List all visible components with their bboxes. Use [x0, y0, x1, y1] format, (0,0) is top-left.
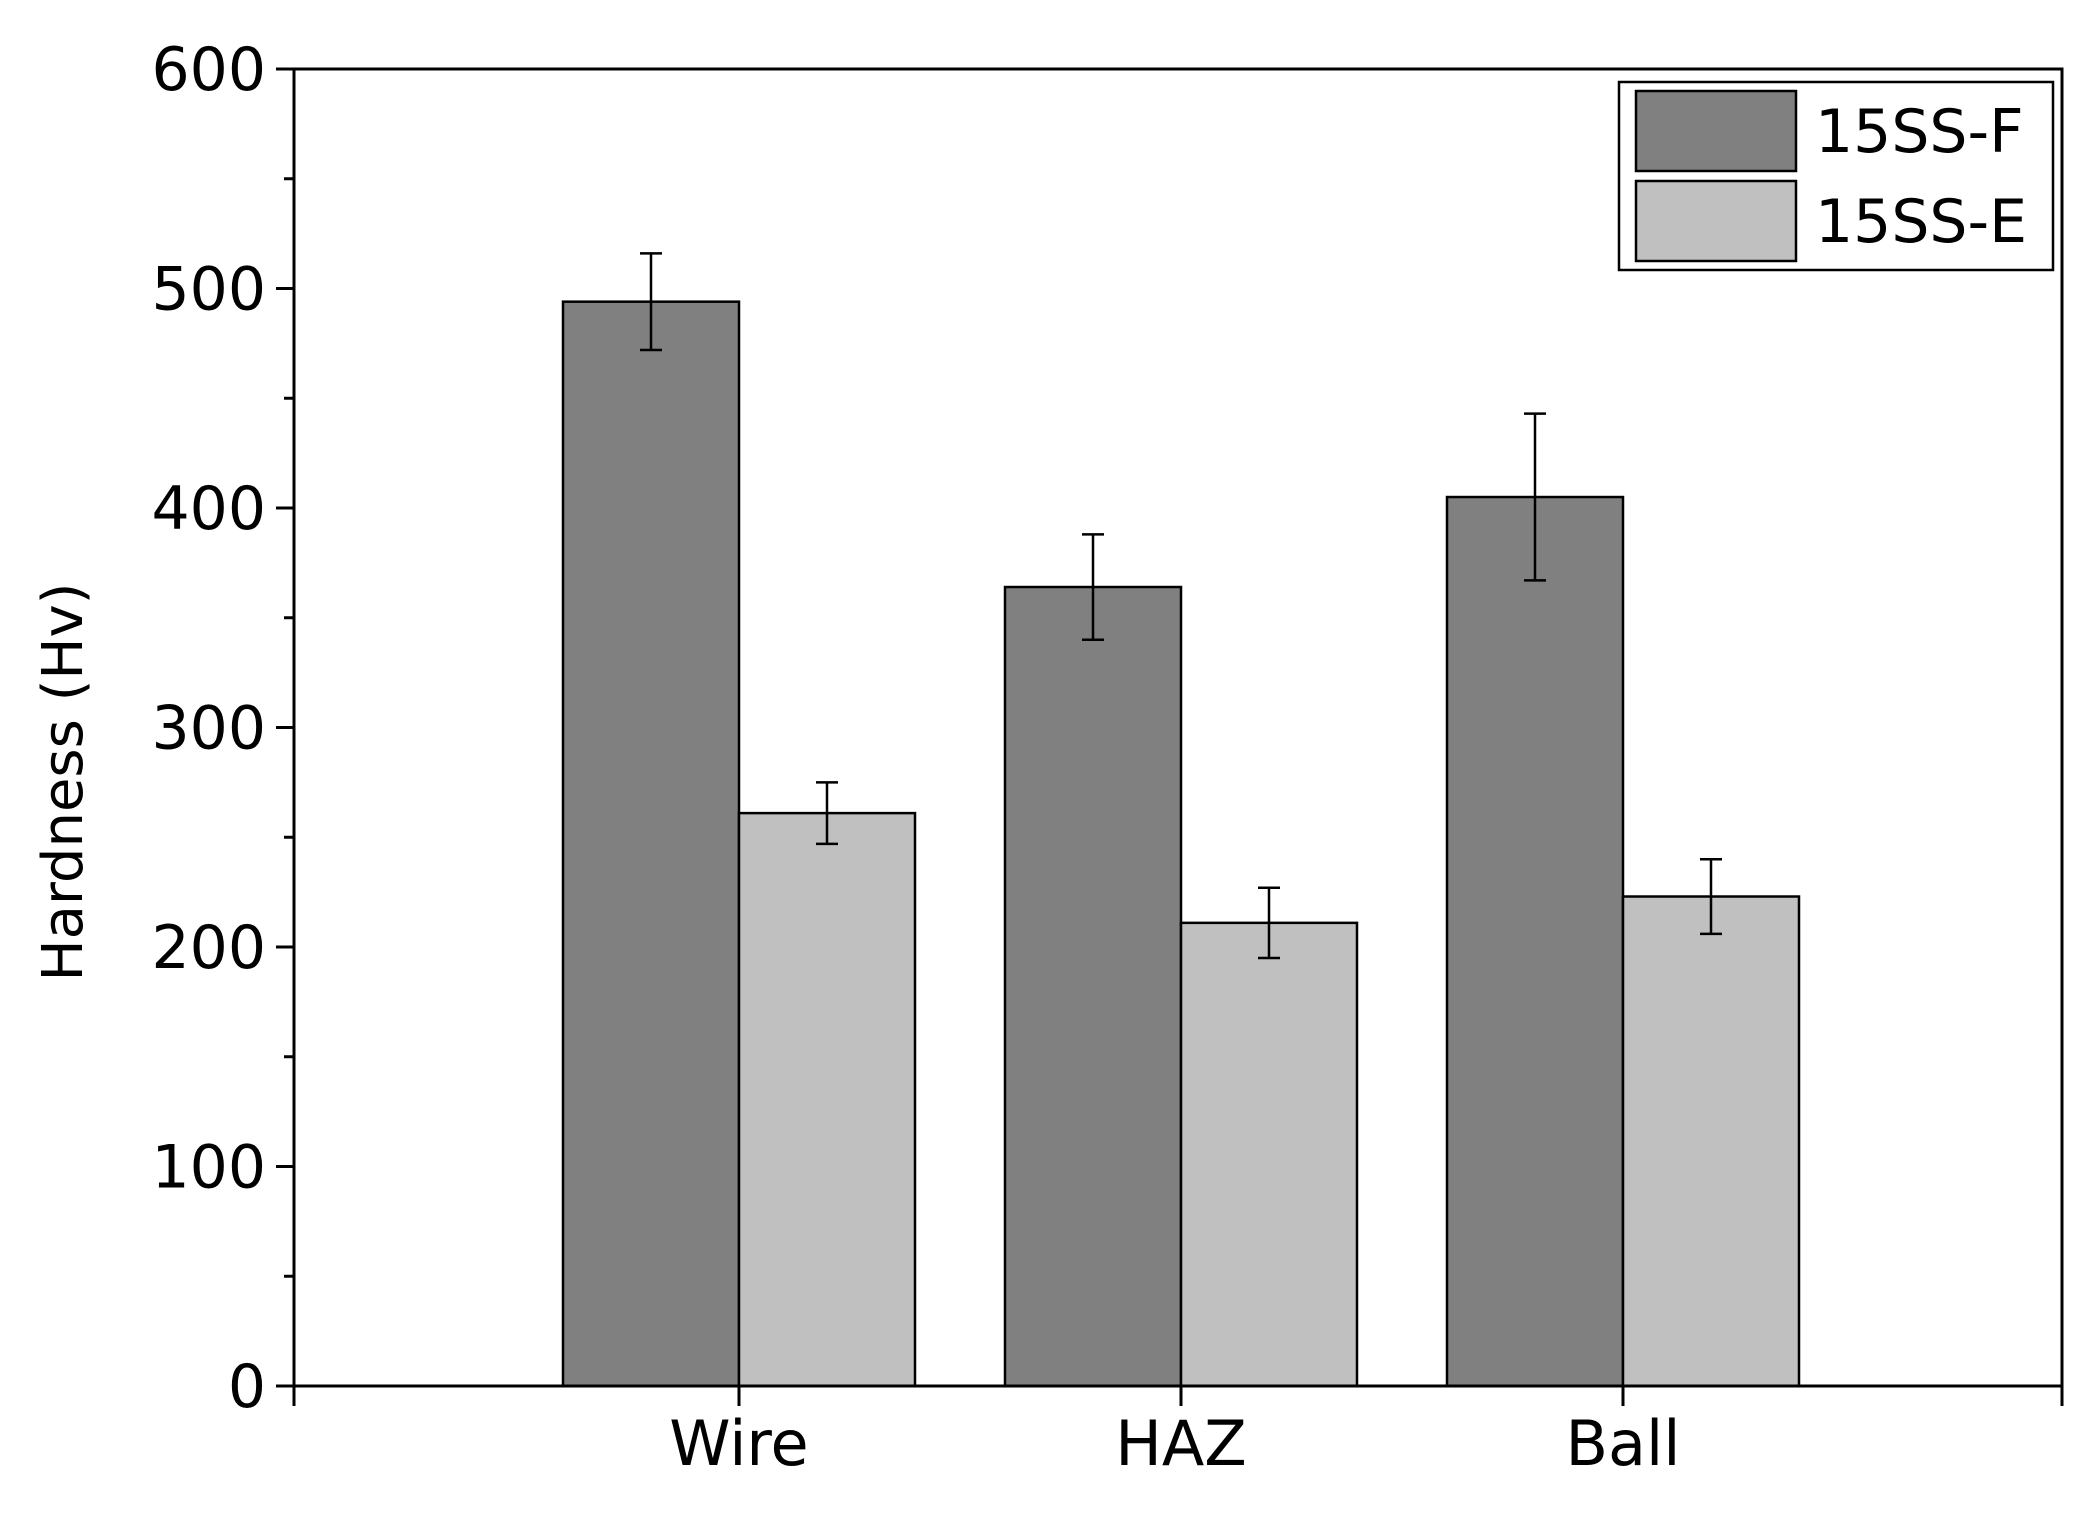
- error-bar-15SS-E-Wire: [816, 781, 838, 846]
- y-tick-label-100: 100: [151, 1133, 266, 1203]
- bar-15SS-F-Ball: [1445, 495, 1625, 1388]
- bar-15SS-E-Wire: [737, 811, 917, 1388]
- error-bar-15SS-E-Ball: [1700, 857, 1722, 936]
- y-tick-label-300: 300: [151, 694, 266, 764]
- error-bar-15SS-F-Ball: [1524, 412, 1546, 582]
- x-tick-label-Wire: Wire: [669, 1407, 808, 1480]
- y-tick-label-400: 400: [151, 474, 266, 544]
- x-tick-label-Ball: Ball: [1566, 1407, 1681, 1480]
- x-tick-label-HAZ: HAZ: [1115, 1407, 1247, 1480]
- y-tick-label-200: 200: [151, 913, 266, 983]
- legend-swatch-15SS-E: [1634, 179, 1798, 263]
- error-bar-15SS-F-HAZ: [1082, 533, 1104, 641]
- legend: 15SS-F 15SS-E: [1617, 80, 2055, 272]
- bar-15SS-F-Wire: [561, 300, 741, 1388]
- y-tick-label-0: 0: [228, 1352, 266, 1422]
- legend-label-15SS-F: 15SS-F: [1815, 97, 2024, 167]
- legend-swatch-15SS-F: [1634, 89, 1798, 173]
- y-tick-label-500: 500: [151, 255, 266, 325]
- bar-15SS-F-HAZ: [1003, 585, 1183, 1388]
- y-tick-label-600: 600: [151, 35, 266, 105]
- bar-15SS-E-HAZ: [1179, 921, 1359, 1388]
- bar-15SS-E-Ball: [1621, 895, 1801, 1388]
- plot-area: [561, 252, 1801, 1388]
- y-axis-title: Hardness (Hv): [31, 582, 96, 981]
- error-bar-15SS-E-HAZ: [1258, 886, 1280, 960]
- axes: 0 100 200 300 400 500 600 Wire HAZ Ball: [151, 35, 2064, 1480]
- error-bar-15SS-F-Wire: [640, 252, 662, 352]
- legend-label-15SS-E: 15SS-E: [1815, 187, 2027, 257]
